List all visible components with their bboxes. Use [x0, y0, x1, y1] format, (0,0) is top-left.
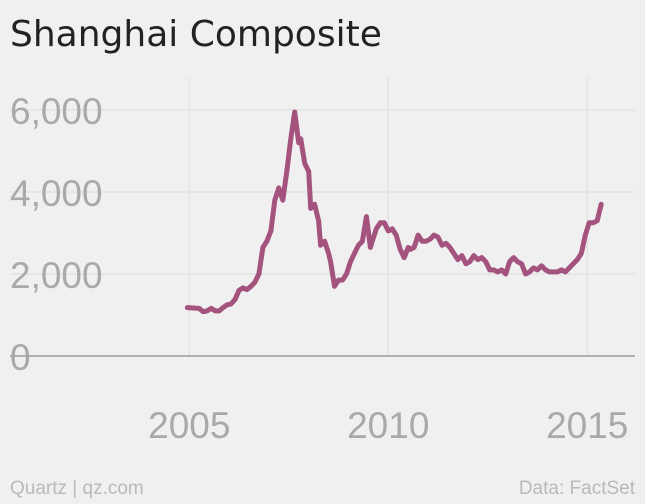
x-gridlines: [188, 78, 588, 356]
y-tick-label: 6,000: [10, 91, 103, 132]
x-tick-label: 2010: [347, 405, 429, 446]
y-tick-label: 4,000: [10, 173, 103, 214]
footer-credit: Quartz | qz.com: [10, 478, 144, 499]
series-line: [184, 109, 604, 315]
chart-title: Shanghai Composite: [10, 14, 382, 55]
gridlines: [10, 109, 635, 275]
x-tick-label: 2005: [148, 405, 230, 446]
y-tick-label: 2,000: [10, 255, 103, 296]
footer-source: Data: FactSet: [518, 478, 635, 499]
y-tick-labels: 0 2,000 4,000 6,000: [10, 91, 103, 378]
y-tick-label: 0: [10, 337, 31, 378]
x-tick-label: 2015: [546, 405, 628, 446]
x-tick-labels: 2005 2010 2015: [148, 405, 628, 446]
series-layer: [184, 109, 604, 315]
